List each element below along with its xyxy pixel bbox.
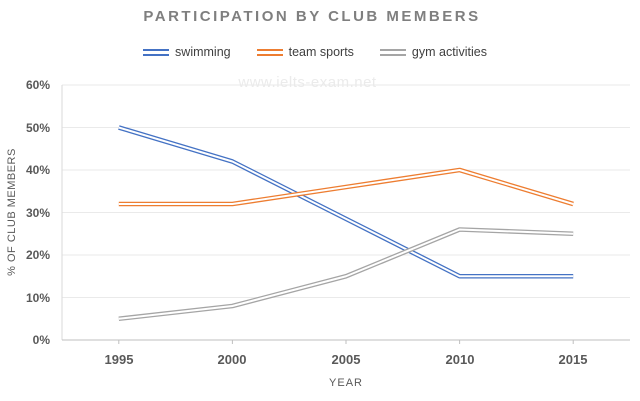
- y-tick-40: 40%: [25, 163, 50, 177]
- legend-item-team-sports: team sports: [256, 45, 354, 59]
- x-tick-1995: 1995: [104, 352, 134, 367]
- x-axis-title: YEAR: [329, 377, 363, 389]
- y-tick-50: 50%: [25, 120, 50, 135]
- x-tick-2010: 2010: [445, 352, 475, 367]
- legend-swatch-swimming-icon: [143, 48, 170, 56]
- y-tick-0: 0%: [32, 333, 50, 347]
- x-tick-2005: 2005: [331, 352, 361, 367]
- legend-swatch-gym-activities-icon: [379, 48, 406, 56]
- legend: swimming team sports gym activities: [0, 45, 630, 59]
- y-tick-10: 10%: [25, 290, 50, 305]
- y-tick-20: 20%: [25, 248, 50, 262]
- chart-title: PARTICIPATION BY CLUB MEMBERS: [143, 8, 481, 25]
- x-tick-2000: 2000: [217, 352, 247, 367]
- y-tick-60: 60%: [25, 78, 50, 92]
- legend-swatch-team-sports-icon: [256, 48, 283, 56]
- x-tick-2015: 2015: [558, 352, 588, 367]
- legend-label-gym-activities: gym activities: [411, 45, 487, 59]
- y-tick-30: 30%: [25, 205, 50, 220]
- watermark: www.ielts-exam.net: [238, 74, 377, 91]
- legend-item-gym-activities: gym activities: [379, 45, 487, 59]
- legend-label-swimming: swimming: [175, 45, 231, 59]
- legend-label-team-sports: team sports: [288, 45, 354, 59]
- legend-item-swimming: swimming: [143, 45, 231, 59]
